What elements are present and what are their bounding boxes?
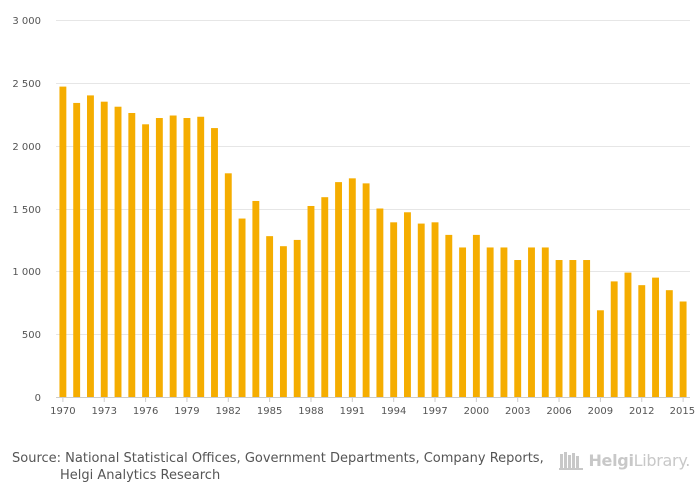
bar-1975 — [128, 112, 136, 398]
y-tick-label: 500 — [22, 330, 41, 341]
x-tick-label: 1979 — [174, 406, 199, 417]
x-tick-label: 1991 — [340, 406, 365, 417]
bar-2000 — [472, 234, 480, 397]
bar-1987 — [293, 239, 301, 397]
bar-1984 — [252, 200, 260, 397]
bar-1999 — [459, 247, 467, 397]
bar-1995 — [404, 212, 411, 397]
bar-2011 — [624, 272, 632, 397]
bar-1982 — [224, 173, 232, 397]
bar-1980 — [197, 116, 205, 397]
y-tick-label: 3 000 — [12, 16, 41, 27]
y-tick-label: 1 500 — [12, 205, 41, 216]
y-tick-label: 0 — [35, 393, 41, 404]
bar-1979 — [183, 118, 191, 398]
helgi-library-logo: HelgiLibrary. — [559, 449, 690, 471]
x-tick-label: 2009 — [588, 406, 613, 417]
source-line-2: Helgi Analytics Research — [60, 468, 221, 483]
bar-1988 — [307, 205, 315, 397]
x-tick-label: 2006 — [546, 406, 571, 417]
logo-text-light: Library. — [633, 450, 691, 470]
x-tick-label: 1982 — [216, 406, 241, 417]
bar-1989 — [321, 197, 329, 397]
bar-series — [59, 86, 687, 398]
y-tick-label: 2 000 — [12, 142, 41, 153]
bar-2006 — [555, 260, 563, 397]
x-tick-label: 1976 — [133, 406, 158, 417]
bar-1993 — [376, 208, 384, 397]
x-tick-label: 2012 — [629, 406, 654, 417]
bar-2002 — [500, 247, 508, 397]
logo-text-bold: Helgi — [588, 450, 634, 470]
source-note: Source: National Statistical Offices, Go… — [12, 450, 552, 484]
bar-2010 — [610, 281, 618, 397]
x-tick-label: 2015 — [670, 406, 695, 417]
bar-2004 — [528, 247, 535, 397]
bar-1996 — [417, 223, 425, 397]
x-tick-label: 1994 — [381, 406, 406, 417]
bar-1990 — [335, 182, 342, 397]
bar-2007 — [569, 260, 577, 397]
x-tick-label: 1970 — [50, 406, 75, 417]
bar-1985 — [266, 236, 274, 397]
bar-1981 — [211, 128, 218, 397]
bar-2014 — [665, 290, 673, 397]
bar-1973 — [100, 101, 108, 398]
bar-1972 — [87, 95, 94, 398]
bar-1997 — [431, 222, 439, 397]
x-tick-label: 1973 — [92, 406, 117, 417]
bar-1976 — [142, 124, 150, 398]
bar-2008 — [583, 260, 591, 397]
logo-text: HelgiLibrary. — [588, 451, 690, 470]
bar-2009 — [596, 310, 604, 397]
x-tick-label: 1985 — [257, 406, 282, 417]
bar-1986 — [279, 246, 287, 397]
source-line-1: Source: National Statistical Offices, Go… — [12, 451, 544, 466]
bar-1978 — [169, 115, 177, 397]
bar-2013 — [652, 277, 659, 397]
bar-2015 — [679, 301, 687, 397]
gridlines — [56, 20, 690, 335]
bar-1992 — [362, 183, 370, 397]
bar-1974 — [114, 106, 122, 398]
library-icon — [559, 452, 584, 470]
y-tick-label: 1 000 — [12, 267, 41, 278]
bar-1970 — [59, 86, 67, 397]
bar-1991 — [348, 178, 356, 397]
bar-2012 — [638, 285, 646, 397]
bar-1971 — [73, 102, 81, 397]
x-tick-label: 1997 — [422, 406, 447, 417]
bar-2003 — [514, 260, 522, 397]
bar-1998 — [445, 234, 453, 397]
x-tick-label: 2003 — [505, 406, 530, 417]
bar-2001 — [486, 247, 494, 397]
bar-1994 — [390, 222, 398, 397]
x-tick-label: 2000 — [464, 406, 489, 417]
bar-1977 — [155, 118, 163, 398]
y-tick-label: 2 500 — [12, 79, 41, 90]
bar-2005 — [541, 247, 549, 397]
x-axis: 1970 1973 1976 1979 1982 1985 1988 1991 1994 1997… — [50, 397, 695, 417]
y-axis: 0 500 1 000 1 500 2 000 2 500 3 000 — [12, 16, 41, 404]
x-tick-label: 1988 — [298, 406, 323, 417]
bar-1983 — [238, 218, 246, 397]
